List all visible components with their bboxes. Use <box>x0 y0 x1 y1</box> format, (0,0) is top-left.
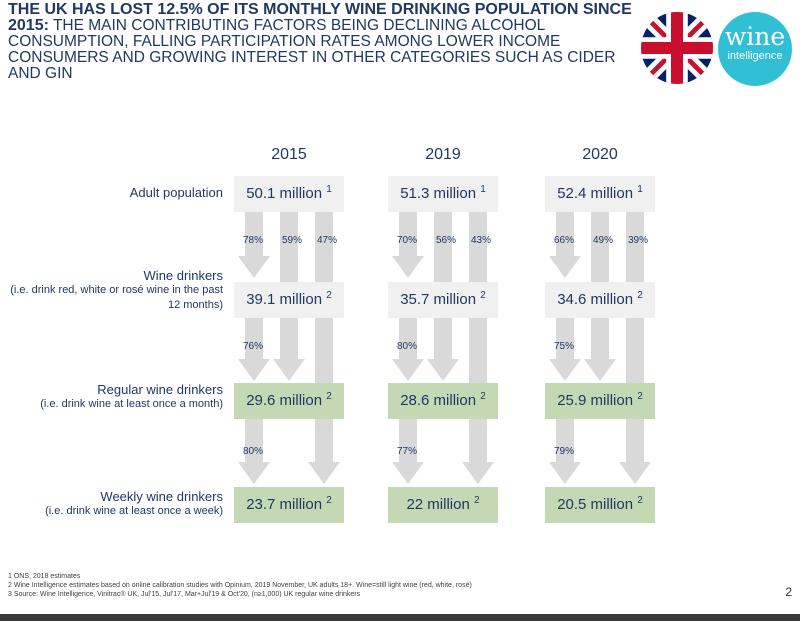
pct-2019-adult-to-wine: 70% <box>397 235 418 246</box>
value-2020-adult-population: 52.4 million 1 <box>545 176 655 212</box>
pct-2020-adult-to-weekly: 39% <box>628 235 649 246</box>
footnote-1: 1 ONS, 2018 estimates <box>8 573 81 580</box>
arrow-2019-regular-to-weekly <box>392 419 424 484</box>
uk-flag-icon <box>641 12 713 84</box>
row-label-subtitle: (i.e. drink red, white or rosé wine in t… <box>10 284 223 311</box>
value-2019-regular-wine-drinkers: 28.6 million 2 <box>388 383 498 419</box>
row-label-title: Adult population <box>129 185 223 200</box>
arrow-2019-wine-to-regular <box>392 318 424 381</box>
arrow-2019-adult-to-wine <box>392 212 424 278</box>
footnotes: 1 ONS, 2018 estimates 2 Wine Intelligenc… <box>8 572 472 599</box>
row-label-title: Regular wine drinkers <box>97 382 223 397</box>
value-2019-wine-drinkers: 35.7 million 2 <box>388 282 498 318</box>
value-2015-weekly-wine-drinkers: 23.7 million 2 <box>234 487 344 523</box>
pct-2020-adult-to-regular: 49% <box>593 235 614 246</box>
value-2015-wine-drinkers: 39.1 million 2 <box>234 282 344 318</box>
title-description: THE MAIN CONTRIBUTING FACTORS BEING DECL… <box>8 17 616 82</box>
arrow-2020-adult-to-wine <box>549 212 581 278</box>
arrow-2020-regular-to-weekly <box>549 419 581 484</box>
arrow-2020-wine-to-regular <box>549 318 581 381</box>
value-2020-weekly-wine-drinkers: 20.5 million 2 <box>545 487 655 523</box>
arrow-2015-adult-to-weekly <box>308 212 340 484</box>
value-2015-adult-population: 50.1 million 1 <box>234 176 344 212</box>
logo-wordmark: wine <box>724 22 786 51</box>
wine-intelligence-logo: wine intelligence <box>718 12 792 86</box>
pct-2020-adult-to-wine: 66% <box>554 235 575 246</box>
pct-2019-adult-to-regular: 56% <box>436 235 457 246</box>
row-label-title: Wine drinkers <box>143 268 223 283</box>
row-label-regular-wine-drinkers: Regular wine drinkers (i.e. drink wine a… <box>40 382 223 412</box>
arrow-2015-wine-to-regular <box>238 318 270 381</box>
value-2015-regular-wine-drinkers: 29.6 million 2 <box>234 383 344 419</box>
pct-2019-adult-to-weekly: 43% <box>471 235 492 246</box>
year-header-2019: 2019 <box>425 146 461 163</box>
value-2019-adult-population: 51.3 million 1 <box>388 176 498 212</box>
pct-2020-wine-to-regular: 75% <box>554 341 575 352</box>
footnote-3: 3 Source: Wine Intelligence, Vinitrac® U… <box>8 591 361 598</box>
pct-2015-regular-to-weekly: 80% <box>243 446 264 457</box>
arrow-2015-regular-to-weekly <box>238 419 270 484</box>
year-header-2020: 2020 <box>582 146 618 163</box>
pct-2019-regular-to-weekly: 77% <box>397 446 418 457</box>
pct-2015-adult-to-wine: 78% <box>243 235 264 246</box>
arrow-2019-adult-to-weekly <box>462 212 494 484</box>
pct-2020-regular-to-weekly: 79% <box>554 446 575 457</box>
arrow-2020-adult-to-weekly <box>619 212 651 484</box>
row-label-title: Weekly wine drinkers <box>100 489 223 504</box>
footnote-2: 2 Wine Intelligence estimates based on o… <box>8 582 472 589</box>
year-header-2015: 2015 <box>271 146 307 163</box>
pct-2015-wine-to-regular: 76% <box>243 341 264 352</box>
pct-2015-adult-to-regular: 59% <box>282 235 303 246</box>
pct-2015-adult-to-weekly: 47% <box>317 235 338 246</box>
row-label-adult-population: Adult population <box>130 185 223 200</box>
row-label-subtitle: (i.e. drink wine at least once a week) <box>45 505 223 517</box>
pct-2019-wine-to-regular: 80% <box>397 341 418 352</box>
bottom-bar <box>0 614 800 621</box>
value-2020-regular-wine-drinkers: 25.9 million 2 <box>545 383 655 419</box>
row-label-wine-drinkers: Wine drinkers (i.e. drink red, white or … <box>8 268 223 313</box>
arrow-2015-adult-to-wine <box>238 212 270 278</box>
row-label-weekly-wine-drinkers: Weekly wine drinkers (i.e. drink wine at… <box>45 489 223 519</box>
logo-subtext: intelligence <box>727 50 783 62</box>
title-headline: THE UK HAS LOST 12.5% OF ITS MONTHLY WIN… <box>8 1 632 34</box>
page-number: 2 <box>785 585 792 599</box>
value-2019-weekly-wine-drinkers: 22 million 2 <box>388 487 498 523</box>
value-2020-wine-drinkers: 34.6 million 2 <box>545 282 655 318</box>
row-label-subtitle: (i.e. drink wine at least once a month) <box>40 398 223 410</box>
slide-title: THE UK HAS LOST 12.5% OF ITS MONTHLY WIN… <box>8 2 638 82</box>
